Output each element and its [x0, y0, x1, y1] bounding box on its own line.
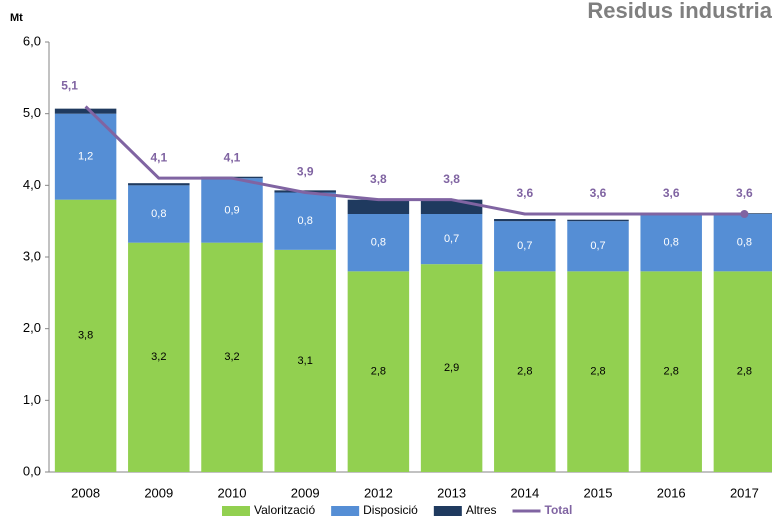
data-label: 0,8	[664, 237, 679, 249]
bar-segment	[640, 214, 702, 272]
bar-segment	[567, 219, 629, 222]
total-line	[84, 105, 745, 216]
bar-segment	[420, 264, 483, 472]
data-label: 2,8	[590, 366, 605, 378]
data-label: 0,9	[224, 204, 239, 216]
bar-segment	[201, 242, 263, 472]
bar-segment	[54, 199, 117, 472]
legend-label: Valorització	[254, 503, 315, 517]
data-label: 0,8	[371, 237, 386, 249]
data-label: 3,1	[298, 355, 313, 367]
data-label: 2,8	[737, 366, 752, 378]
x-tick-label: 2009	[291, 485, 320, 500]
x-tick-label: 2014	[510, 485, 539, 500]
x-tick-label: 2017	[730, 485, 759, 500]
bar-segment	[494, 219, 556, 222]
y-tick-label: 1,0	[23, 392, 41, 407]
bar-segment	[567, 271, 629, 472]
bar-segment	[128, 242, 190, 472]
bar-segment	[494, 271, 556, 472]
data-label: 0,8	[737, 237, 752, 249]
bar-segment	[420, 199, 483, 214]
bar-segment	[274, 192, 336, 250]
y-tick-label: 3,0	[23, 248, 41, 263]
data-label: 0,7	[517, 240, 532, 252]
data-label: 0,7	[444, 233, 459, 245]
y-tick-label: 2,0	[23, 320, 41, 335]
total-label: 5,1	[61, 79, 78, 93]
bar-segment	[494, 221, 556, 272]
data-label: 2,9	[444, 362, 459, 374]
bar-segment	[347, 214, 410, 272]
y-tick-label: 0,0	[23, 463, 41, 478]
bar-segment	[54, 108, 117, 114]
data-label: 3,2	[224, 351, 239, 363]
data-label: 2,8	[664, 366, 679, 378]
x-tick-label: 2012	[364, 485, 393, 500]
legend-swatch	[222, 506, 250, 516]
bar-segment	[128, 185, 190, 243]
data-label: 3,8	[78, 330, 93, 342]
total-label: 3,6	[736, 186, 753, 200]
data-label: 0,8	[151, 208, 166, 220]
x-tick-label: 2008	[71, 485, 100, 500]
total-label: 4,1	[150, 150, 167, 164]
y-tick-label: 6,0	[23, 33, 41, 48]
total-label: 3,6	[590, 186, 607, 200]
data-label: 0,7	[590, 240, 605, 252]
total-end-marker	[740, 210, 749, 218]
chart-title: Residus industria	[587, 0, 772, 23]
legend-label: Altres	[466, 503, 497, 517]
total-label: 4,1	[224, 150, 241, 164]
data-label: 0,8	[298, 215, 313, 227]
y-tick-label: 5,0	[23, 105, 41, 120]
x-tick-label: 2009	[144, 485, 173, 500]
bar-segment	[640, 271, 702, 472]
data-label: 2,8	[371, 366, 386, 378]
total-label: 3,8	[443, 172, 460, 186]
bar-segment	[201, 178, 263, 243]
legend-label: Disposició	[363, 503, 418, 517]
y-axis-label: Mt	[10, 12, 23, 24]
total-label: 3,6	[663, 186, 680, 200]
y-tick-label: 4,0	[23, 177, 41, 192]
total-label: 3,6	[516, 186, 533, 200]
x-tick-label: 2016	[657, 485, 686, 500]
bar-segment	[347, 199, 410, 214]
x-tick-label: 2015	[584, 485, 613, 500]
legend-swatch	[331, 506, 360, 516]
bar-segment	[713, 214, 772, 272]
x-tick-label: 2013	[437, 485, 466, 500]
total-label: 3,9	[297, 165, 314, 179]
data-label: 2,8	[517, 366, 532, 378]
data-label: 1,2	[78, 151, 93, 163]
bar-segment	[713, 271, 772, 472]
x-tick-label: 2010	[218, 485, 247, 500]
legend-label: Total	[545, 503, 573, 517]
bar-segment	[567, 221, 629, 272]
bar-segment	[274, 249, 336, 472]
bar-segment	[128, 183, 190, 186]
bar-segment	[420, 214, 483, 265]
total-label: 3,8	[370, 172, 387, 186]
legend-swatch	[433, 506, 462, 516]
bar-segment	[347, 271, 410, 472]
data-label: 3,2	[151, 351, 166, 363]
